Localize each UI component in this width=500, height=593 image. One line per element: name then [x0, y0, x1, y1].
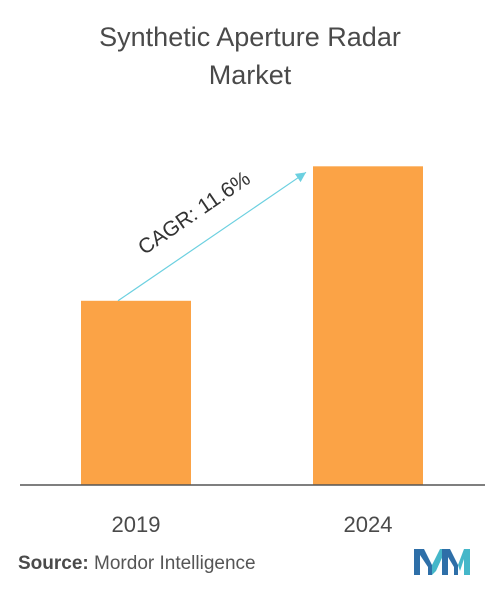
cagr-arrow-head — [294, 172, 306, 183]
source-note: Source: Mordor Intelligence — [18, 553, 256, 575]
mordor-intelligence-logo — [414, 549, 470, 575]
source-value: Mordor Intelligence — [94, 553, 256, 574]
x-tick-label-2019: 2019 — [112, 512, 161, 537]
title-line-2: Market — [208, 60, 292, 90]
cagr-annotation: CAGR: 11.6% — [134, 167, 255, 260]
source-label: Source: — [18, 553, 89, 574]
chart-title: Synthetic Aperture Radar Market — [0, 18, 500, 94]
cagr-arrow-line — [117, 171, 307, 302]
bar-2019 — [81, 300, 191, 485]
bar-2024 — [313, 166, 423, 485]
title-line-1: Synthetic Aperture Radar — [99, 22, 401, 52]
x-tick-label-2024: 2024 — [344, 512, 393, 537]
